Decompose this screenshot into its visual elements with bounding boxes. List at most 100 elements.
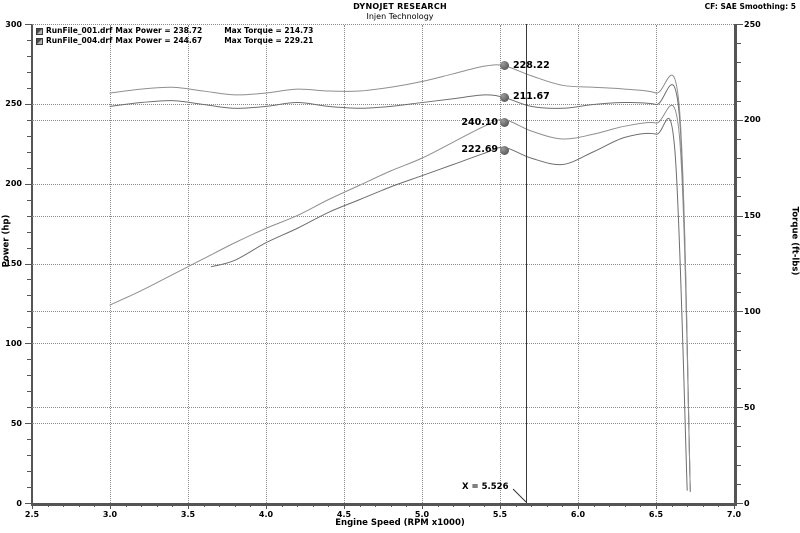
axis-tick	[562, 503, 564, 507]
axis-tick	[27, 279, 31, 281]
data-point-label: 240.10	[461, 116, 499, 128]
bottom-axis-title: Engine Speed (RPM x1000)	[335, 518, 465, 528]
bottom-axis-tick-label: 4.5	[336, 510, 352, 519]
axis-tick	[624, 503, 626, 507]
gridline-vertical	[656, 25, 657, 503]
axis-tick	[687, 503, 689, 507]
axis-tick	[27, 327, 31, 329]
right-axis-tick-label: 200	[744, 115, 761, 125]
cursor-value-label: X = 5.526	[462, 482, 509, 492]
bottom-axis-tick-label: 6.0	[570, 510, 586, 519]
axis-tick	[593, 503, 595, 507]
legend-max-power: Max Power = 238.72	[115, 26, 203, 35]
axis-tick	[737, 503, 743, 504]
legend-color-swatch-icon	[36, 37, 43, 45]
axis-tick	[609, 503, 611, 507]
right-axis-line	[734, 24, 737, 505]
cursor-leader-line	[512, 488, 527, 503]
left-axis-tick-label: 300	[5, 19, 22, 29]
gridline-horizontal-torque	[32, 119, 734, 121]
axis-tick	[27, 375, 31, 377]
axis-tick	[25, 183, 31, 185]
data-point-label: 228.22	[513, 59, 550, 71]
axis-tick	[141, 503, 143, 507]
bottom-axis-tick-label: 3.0	[102, 510, 118, 519]
legend-row[interactable]: RunFile_004.drf Max Power = 244.67 Max Tor…	[36, 36, 313, 46]
legend: RunFile_001.drf Max Power = 238.72 Max Tor…	[36, 26, 313, 46]
axis-tick	[110, 503, 111, 509]
axis-tick	[125, 503, 127, 507]
axis-tick	[344, 503, 345, 509]
legend-max-torque: Max Torque = 214.73	[224, 26, 314, 35]
axis-tick	[737, 464, 741, 466]
data-point-marker[interactable]	[499, 118, 509, 128]
axis-tick	[737, 43, 741, 45]
axis-tick	[25, 103, 31, 105]
right-axis-tick-label: 0	[744, 498, 750, 508]
gridline-vertical	[188, 25, 189, 503]
legend-row[interactable]: RunFile_001.drf Max Power = 238.72 Max Tor…	[36, 26, 313, 36]
axis-tick	[172, 503, 174, 507]
right-axis-tick-label: 100	[744, 306, 761, 316]
data-point-marker[interactable]	[499, 92, 509, 102]
gridline-horizontal	[32, 183, 734, 185]
axis-tick	[27, 151, 31, 153]
axis-tick	[737, 177, 741, 179]
axis-tick	[25, 24, 31, 25]
axis-tick	[468, 503, 470, 507]
axis-tick	[27, 471, 31, 473]
axis-tick	[437, 503, 439, 507]
left-axis-tick-label: 150	[5, 259, 22, 268]
axis-tick	[27, 167, 31, 169]
axis-tick	[27, 231, 31, 233]
axis-tick	[640, 503, 642, 507]
axis-tick	[27, 391, 31, 393]
axis-tick	[27, 359, 31, 361]
axis-tick	[737, 215, 743, 217]
data-point-marker[interactable]	[499, 61, 509, 70]
axis-tick	[737, 292, 741, 294]
axis-tick	[27, 135, 31, 137]
axis-tick	[281, 503, 283, 507]
bottom-axis-tick-label: 2.5	[24, 510, 40, 519]
bottom-axis-tick-label: 7.0	[726, 510, 742, 519]
bottom-axis-tick-label: 3.5	[180, 510, 196, 519]
axis-tick	[27, 455, 31, 457]
gridline-horizontal-torque	[32, 311, 734, 313]
axis-tick	[737, 138, 741, 140]
left-axis-tick-label: 250	[5, 99, 22, 109]
axis-tick	[737, 388, 741, 390]
legend-max-torque: Max Torque = 229.21	[224, 36, 314, 45]
axis-tick	[27, 119, 31, 121]
data-point-marker[interactable]	[499, 145, 509, 155]
axis-tick	[27, 487, 31, 489]
axis-tick	[515, 503, 517, 507]
axis-tick	[63, 503, 65, 507]
axis-tick	[737, 426, 741, 428]
axis-tick	[375, 503, 377, 507]
axis-tick	[737, 330, 741, 332]
gridline-vertical	[110, 25, 111, 503]
axis-tick	[359, 503, 361, 507]
axis-tick	[737, 100, 741, 102]
gridline-vertical	[578, 25, 579, 503]
curve-runfile-004-drf-torque	[109, 64, 691, 492]
axis-tick	[32, 503, 33, 509]
axis-tick	[27, 87, 31, 89]
axis-tick	[25, 423, 31, 425]
gridline-horizontal	[32, 423, 734, 425]
axis-tick	[500, 503, 501, 509]
axis-tick	[27, 311, 31, 313]
axis-tick	[25, 503, 31, 504]
axis-tick	[27, 439, 31, 441]
gridline-horizontal	[32, 263, 734, 265]
axis-tick	[737, 368, 741, 370]
gridline-horizontal-torque	[32, 215, 734, 217]
axis-tick	[578, 503, 579, 509]
data-point-label: 211.67	[513, 91, 550, 103]
gridline-vertical	[422, 25, 423, 503]
cursor-line[interactable]	[526, 24, 527, 503]
left-axis-tick-label: 0	[16, 498, 22, 508]
axis-tick	[234, 503, 236, 507]
